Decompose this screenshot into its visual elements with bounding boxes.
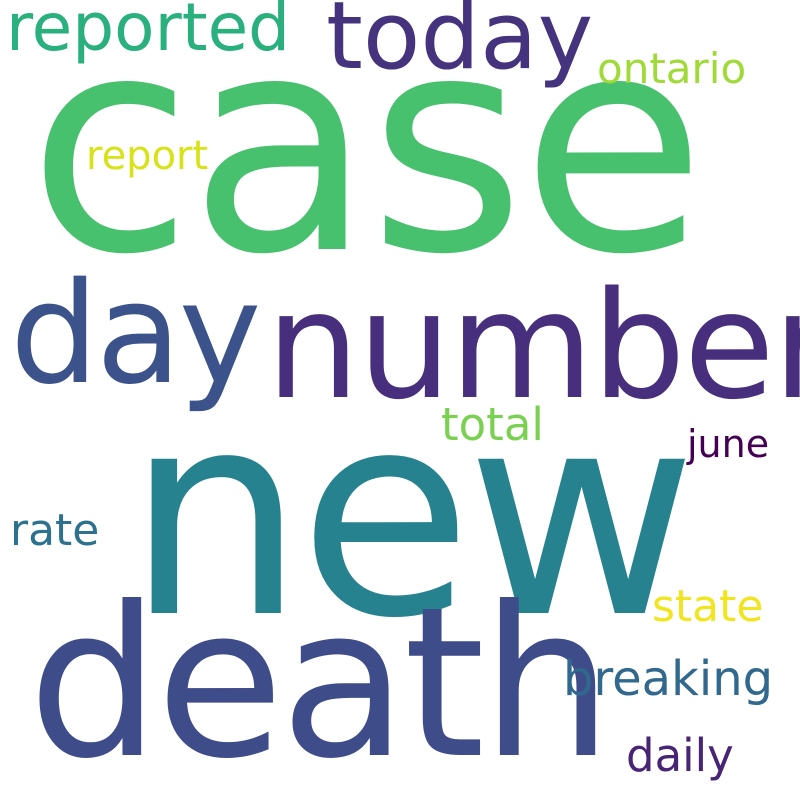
word-day: day: [10, 253, 262, 416]
word-breaking: breaking: [563, 651, 774, 707]
word-total: total: [441, 398, 544, 451]
word-rate: rate: [10, 505, 100, 556]
word-state: state: [652, 581, 764, 632]
word-new: new: [126, 351, 697, 680]
word-daily: daily: [626, 729, 734, 782]
word-today: today: [326, 0, 594, 91]
word-number: number: [266, 260, 800, 432]
word-reported: reported: [6, 0, 291, 66]
word-case: case: [28, 0, 706, 320]
word-june: june: [687, 422, 770, 466]
word-ontario: ontario: [597, 44, 747, 93]
word-death: death: [28, 563, 613, 800]
word-report: report: [86, 133, 209, 179]
